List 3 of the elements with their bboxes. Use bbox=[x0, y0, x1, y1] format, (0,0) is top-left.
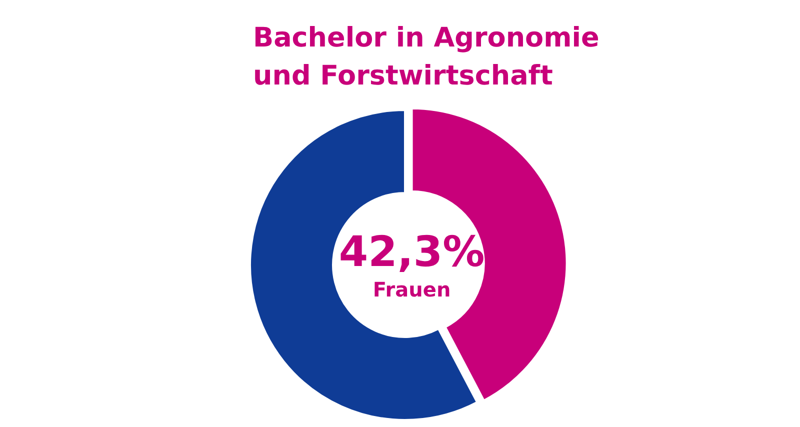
data-label: 42,3% bbox=[338, 226, 485, 276]
chart-title: Bachelor in Agronomie und Forstwirtschaft bbox=[253, 22, 600, 92]
slice-label: Frauen bbox=[372, 277, 451, 302]
